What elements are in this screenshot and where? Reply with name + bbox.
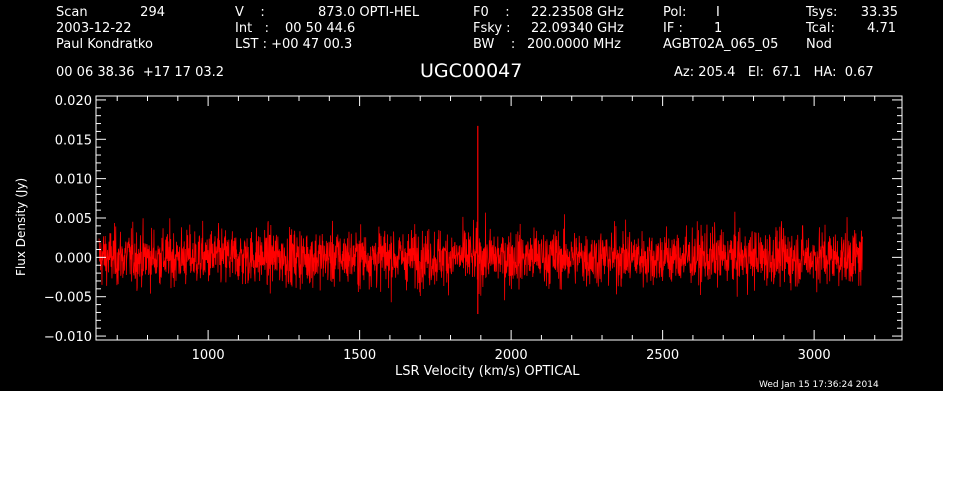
plot-panel: Scan 294 2003-12-22 Paul Kondratko V : 8… xyxy=(0,0,943,391)
y-tick-label: −0.005 xyxy=(44,291,92,306)
pointing-info: Az: 205.4 El: 67.1 HA: 0.67 xyxy=(674,65,874,80)
x-tick-label: 1000 xyxy=(192,348,225,363)
integration-value: 00 50 44.6 xyxy=(285,21,356,36)
if-label: IF : xyxy=(663,21,683,36)
observing-mode: Nod xyxy=(806,37,832,52)
y-tick-label: 0.005 xyxy=(55,212,92,227)
timestamp: Wed Jan 15 17:36:24 2014 xyxy=(759,380,879,390)
scan-label: Scan xyxy=(56,5,88,20)
bandwidth-label: BW : xyxy=(473,37,516,52)
polarization-label: Pol: xyxy=(663,5,687,20)
velocity-value: 873.0 OPTI-HEL xyxy=(318,5,420,20)
observer-name: Paul Kondratko xyxy=(56,37,153,52)
fsky-value: 22.09340 GHz xyxy=(531,21,624,36)
tsys-value: 33.35 xyxy=(860,5,898,20)
source-coordinates: 00 06 38.36 +17 17 03.2 xyxy=(56,65,225,80)
f0-label: F0 : xyxy=(473,5,510,20)
if-value: 1 xyxy=(714,21,723,36)
source-name: UGC00047 xyxy=(420,60,523,82)
bandwidth-value: 200.0000 MHz xyxy=(527,37,621,52)
x-tick-label: 3000 xyxy=(798,348,831,363)
spectrum-trace xyxy=(98,211,864,303)
lst-value: LST : +00 47 00.3 xyxy=(235,37,353,52)
scan-number: 294 xyxy=(140,5,165,20)
tcal-label: Tcal: xyxy=(806,21,835,36)
tsys-label: Tsys: xyxy=(806,5,838,20)
x-tick-label: 2500 xyxy=(646,348,679,363)
y-tick-label: 0.000 xyxy=(55,251,92,266)
spectrum-chart: 1000 1500 2000 2500 3000 −0.010 −0.005 0.000 0.0… xyxy=(44,94,903,363)
velocity-label: V : xyxy=(235,5,265,20)
y-tick-label: 0.010 xyxy=(55,173,92,188)
polarization-value: I xyxy=(716,5,720,20)
y-tick-label: 0.015 xyxy=(55,133,92,148)
x-tick-label: 2000 xyxy=(495,348,528,363)
plot-frame xyxy=(95,95,903,341)
tcal-value: 4.71 xyxy=(867,21,896,36)
y-tick-label: −0.010 xyxy=(44,330,92,345)
integration-label: Int : xyxy=(235,21,269,36)
x-tick-label: 1500 xyxy=(343,348,376,363)
f0-value: 22.23508 GHz xyxy=(531,5,624,20)
y-tick-label: 0.020 xyxy=(55,94,92,109)
project-id: AGBT02A_065_05 xyxy=(663,37,779,52)
x-axis-label: LSR Velocity (km/s) OPTICAL xyxy=(395,364,580,379)
observation-date: 2003-12-22 xyxy=(56,21,132,36)
fsky-label: Fsky : xyxy=(473,21,511,36)
